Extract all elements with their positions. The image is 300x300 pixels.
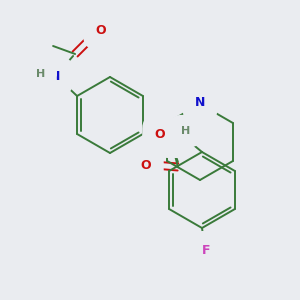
Text: O: O (96, 23, 106, 37)
Text: H: H (181, 126, 190, 136)
Text: F: F (202, 244, 210, 256)
Text: O: O (141, 158, 151, 172)
Text: H: H (37, 69, 46, 79)
Text: N: N (50, 70, 60, 83)
Text: O: O (155, 128, 165, 142)
Text: N: N (195, 95, 205, 109)
Text: N: N (168, 133, 178, 146)
